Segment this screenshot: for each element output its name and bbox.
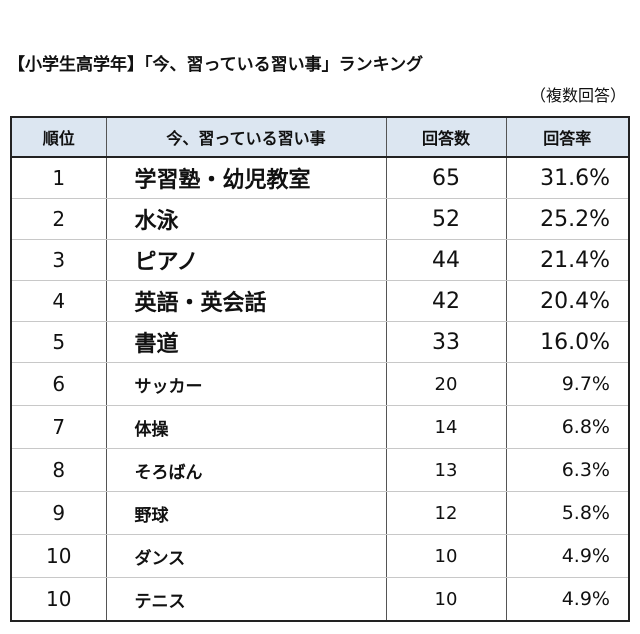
rate-cell: 5.8% bbox=[505, 491, 630, 535]
item-cell: テニス bbox=[105, 577, 387, 622]
count-cell: 65 bbox=[385, 156, 507, 199]
table-row: 7 体操 14 6.8% bbox=[10, 405, 630, 449]
rate-cell: 25.2% bbox=[505, 198, 630, 240]
rank-cell: 10 bbox=[10, 534, 107, 578]
count-cell: 10 bbox=[385, 577, 507, 622]
table-row: 10 テニス 10 4.9% bbox=[10, 577, 630, 622]
chart-subtitle: （複数回答） bbox=[529, 86, 626, 105]
header-row: 順位 今、習っている習い事 回答数 回答率 bbox=[10, 116, 630, 158]
item-cell: 英語・英会話 bbox=[105, 280, 387, 322]
count-cell: 44 bbox=[385, 239, 507, 281]
header-count: 回答数 bbox=[385, 116, 507, 158]
count-cell: 13 bbox=[385, 448, 507, 492]
rate-cell: 6.3% bbox=[505, 448, 630, 492]
rate-cell: 16.0% bbox=[505, 321, 630, 363]
rank-cell: 9 bbox=[10, 491, 107, 535]
chart-title: 【小学生高学年】「今、習っている習い事」ランキング bbox=[8, 55, 424, 75]
item-cell: 水泳 bbox=[105, 198, 387, 240]
item-cell: ダンス bbox=[105, 534, 387, 578]
rank-cell: 6 bbox=[10, 362, 107, 406]
rank-cell: 3 bbox=[10, 239, 107, 281]
rank-cell: 2 bbox=[10, 198, 107, 240]
rate-cell: 6.8% bbox=[505, 405, 630, 449]
count-cell: 10 bbox=[385, 534, 507, 578]
rate-cell: 4.9% bbox=[505, 534, 630, 578]
count-cell: 52 bbox=[385, 198, 507, 240]
count-cell: 20 bbox=[385, 362, 507, 406]
table-row: 1 学習塾・幼児教室 65 31.6% bbox=[10, 156, 630, 199]
table-row: 3 ピアノ 44 21.4% bbox=[10, 239, 630, 281]
item-cell: 体操 bbox=[105, 405, 387, 449]
table-row: 9 野球 12 5.8% bbox=[10, 491, 630, 535]
ranking-table: 順位 今、習っている習い事 回答数 回答率 1 学習塾・幼児教室 65 31.6% 2 水… bbox=[10, 116, 630, 622]
item-cell: 学習塾・幼児教室 bbox=[105, 156, 387, 199]
count-cell: 12 bbox=[385, 491, 507, 535]
rate-cell: 21.4% bbox=[505, 239, 630, 281]
ranking-body: 1 学習塾・幼児教室 65 31.6% 2 水泳 52 25.2% 3 ピアノ 44 21.4% 4 英語… bbox=[10, 156, 630, 622]
count-cell: 14 bbox=[385, 405, 507, 449]
rank-cell: 7 bbox=[10, 405, 107, 449]
table-row: 4 英語・英会話 42 20.4% bbox=[10, 280, 630, 322]
count-cell: 42 bbox=[385, 280, 507, 322]
rank-cell: 8 bbox=[10, 448, 107, 492]
rate-cell: 9.7% bbox=[505, 362, 630, 406]
header-rate: 回答率 bbox=[505, 116, 630, 158]
rate-cell: 31.6% bbox=[505, 156, 630, 199]
rank-cell: 4 bbox=[10, 280, 107, 322]
item-cell: 書道 bbox=[105, 321, 387, 363]
table-row: 2 水泳 52 25.2% bbox=[10, 198, 630, 240]
table-row: 6 サッカー 20 9.7% bbox=[10, 362, 630, 406]
rank-cell: 10 bbox=[10, 577, 107, 622]
table-row: 5 書道 33 16.0% bbox=[10, 321, 630, 363]
item-cell: ピアノ bbox=[105, 239, 387, 281]
rate-cell: 4.9% bbox=[505, 577, 630, 622]
rank-cell: 5 bbox=[10, 321, 107, 363]
count-cell: 33 bbox=[385, 321, 507, 363]
item-cell: サッカー bbox=[105, 362, 387, 406]
rank-cell: 1 bbox=[10, 156, 107, 199]
rate-cell: 20.4% bbox=[505, 280, 630, 322]
item-cell: そろばん bbox=[105, 448, 387, 492]
item-cell: 野球 bbox=[105, 491, 387, 535]
table-row: 8 そろばん 13 6.3% bbox=[10, 448, 630, 492]
header-item: 今、習っている習い事 bbox=[105, 116, 387, 158]
table-row: 10 ダンス 10 4.9% bbox=[10, 534, 630, 578]
header-rank: 順位 bbox=[10, 116, 107, 158]
